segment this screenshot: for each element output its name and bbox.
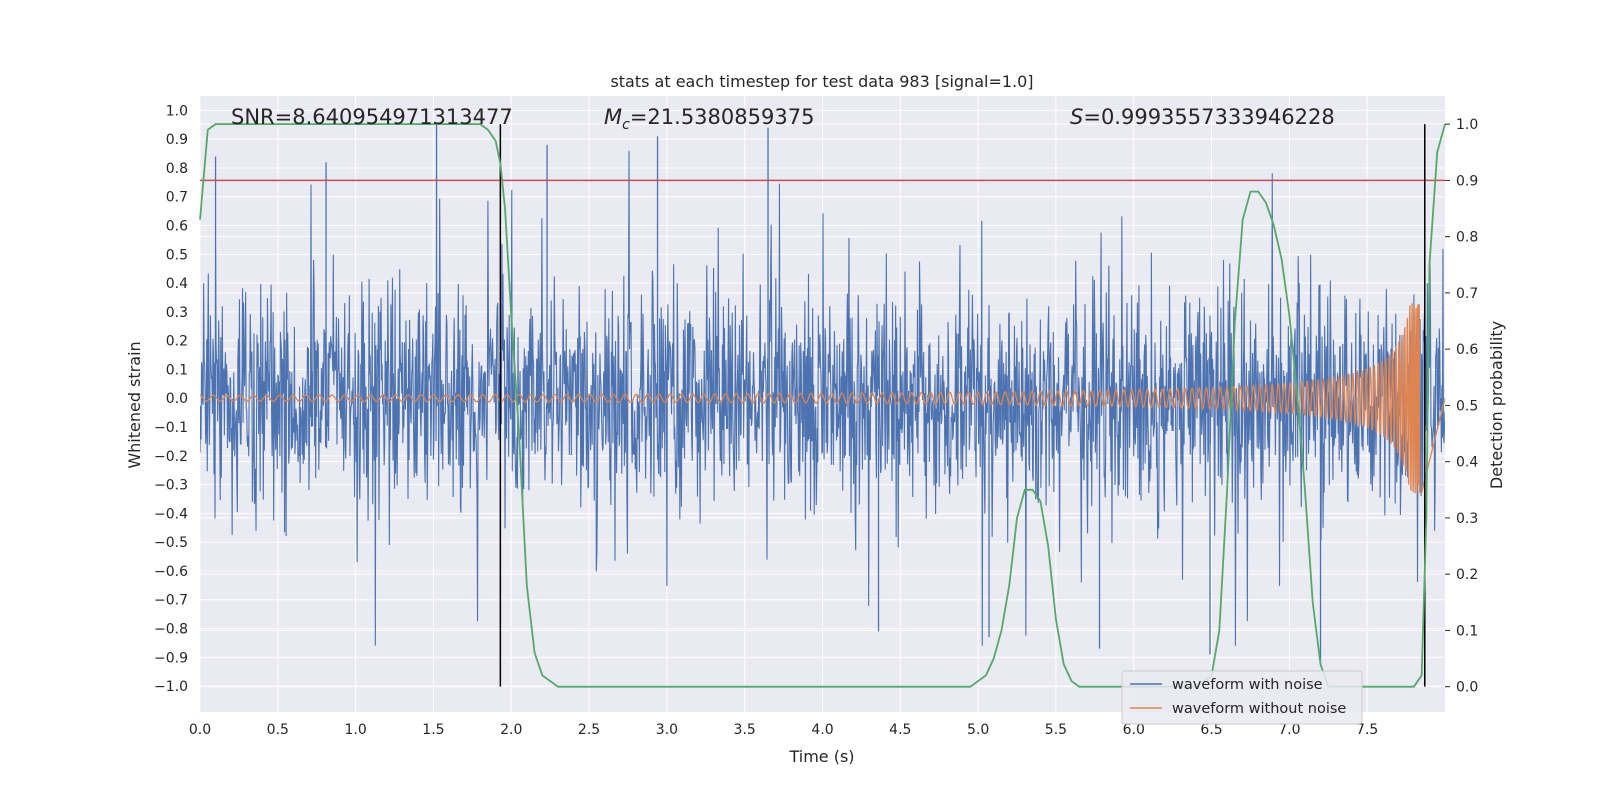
x-axis-label: Time (s) bbox=[788, 747, 854, 766]
y-tick-label: −0.3 bbox=[154, 478, 188, 494]
chirp-mass-value: =21.5380859375 bbox=[630, 105, 815, 129]
series-layer bbox=[200, 124, 1445, 664]
y2-tick-label: 0.8 bbox=[1456, 230, 1478, 246]
score-value: =0.9993557333946228 bbox=[1083, 105, 1334, 129]
x-tick-label: 4.5 bbox=[889, 722, 911, 738]
y-tick-label: 0.5 bbox=[166, 247, 188, 263]
legend: waveform with noise waveform without noi… bbox=[1121, 670, 1363, 725]
y-tick-label: 0.4 bbox=[166, 276, 188, 292]
score-annotation: S=0.9993557333946228 bbox=[1070, 105, 1335, 129]
chirp-mass-symbol: M bbox=[604, 105, 622, 129]
x-tick-label: 6.5 bbox=[1200, 722, 1222, 738]
y-tick-label: −0.9 bbox=[154, 650, 188, 666]
x-tick-label: 6.0 bbox=[1123, 722, 1145, 738]
y-tick-label: −0.6 bbox=[154, 564, 188, 580]
legend-label-noise: waveform with noise bbox=[1172, 677, 1323, 693]
y-tick-label: 0.2 bbox=[166, 334, 188, 350]
x-tick-label: 5.0 bbox=[967, 722, 989, 738]
y-tick-label: 0.1 bbox=[166, 362, 188, 378]
y-tick-label: −0.5 bbox=[154, 535, 188, 551]
y2-tick-label: 0.2 bbox=[1456, 567, 1478, 583]
detection-probability-line bbox=[199, 123, 1446, 688]
overlay-layer bbox=[199, 123, 1446, 688]
y-tick-label: 0.6 bbox=[166, 219, 188, 235]
x-tick-label: 2.5 bbox=[578, 722, 600, 738]
y2-tick-label: 0.1 bbox=[1456, 623, 1478, 639]
y-tick-label: −0.7 bbox=[154, 593, 188, 609]
y2-tick-label: 0.3 bbox=[1456, 511, 1478, 527]
y-tick-label: 0.7 bbox=[166, 190, 188, 206]
clean-waveform-line bbox=[200, 303, 1445, 494]
x-tick-label: 1.0 bbox=[344, 722, 366, 738]
x-tick-label: 2.0 bbox=[500, 722, 522, 738]
y2-tick-label: 0.6 bbox=[1456, 342, 1478, 358]
y-tick-label: 1.0 bbox=[166, 103, 188, 119]
score-symbol: S bbox=[1070, 105, 1083, 129]
legend-frame bbox=[1121, 670, 1363, 725]
y-tick-label: 0.0 bbox=[166, 391, 188, 407]
y2-axis-label: Detection probability bbox=[1487, 321, 1506, 489]
ticks: 0.0 0.5 1.0 1.5 2.0 2.5 3.0 3.5 4.0 4.5 5.0 5.5 6.0 6… bbox=[154, 103, 1478, 738]
x-tick-label: 3.5 bbox=[734, 722, 756, 738]
y-tick-label: −0.1 bbox=[154, 420, 188, 436]
y-tick-label: −0.2 bbox=[154, 449, 188, 465]
y2-tick-label: 0.0 bbox=[1456, 680, 1478, 696]
x-tick-label: 3.0 bbox=[656, 722, 678, 738]
legend-label-clean: waveform without noise bbox=[1172, 701, 1346, 717]
x-tick-label: 5.5 bbox=[1045, 722, 1067, 738]
y-tick-label: −0.8 bbox=[154, 622, 188, 638]
x-tick-label: 0.0 bbox=[189, 722, 211, 738]
x-tick-label: 0.5 bbox=[267, 722, 289, 738]
x-tick-label: 7.0 bbox=[1278, 722, 1300, 738]
y2-tick-label: 0.5 bbox=[1456, 398, 1478, 414]
y2-tick-label: 0.7 bbox=[1456, 286, 1478, 302]
y-tick-label: 0.9 bbox=[166, 132, 188, 148]
y-tick-label: 0.8 bbox=[166, 161, 188, 177]
x-tick-label: 7.5 bbox=[1356, 722, 1378, 738]
y2-tick-label: 0.9 bbox=[1456, 173, 1478, 189]
chart-title: stats at each timestep for test data 983… bbox=[610, 72, 1033, 91]
x-tick-label: 1.5 bbox=[422, 722, 444, 738]
chirp-mass-subscript: c bbox=[622, 117, 630, 133]
y-axis-label: Whitened strain bbox=[125, 341, 144, 468]
y2-tick-label: 0.4 bbox=[1456, 455, 1478, 471]
chirp-mass-annotation: Mc=21.5380859375 bbox=[604, 105, 814, 133]
y-tick-label: −1.0 bbox=[154, 679, 188, 695]
snr-annotation: SNR=8.640954971313477 bbox=[231, 105, 513, 129]
y-tick-label: 0.3 bbox=[166, 305, 188, 321]
y2-tick-label: 1.0 bbox=[1456, 117, 1478, 133]
x-tick-label: 4.0 bbox=[811, 722, 833, 738]
noisy-waveform-line bbox=[200, 150, 1445, 646]
y-tick-label: −0.4 bbox=[154, 506, 188, 522]
